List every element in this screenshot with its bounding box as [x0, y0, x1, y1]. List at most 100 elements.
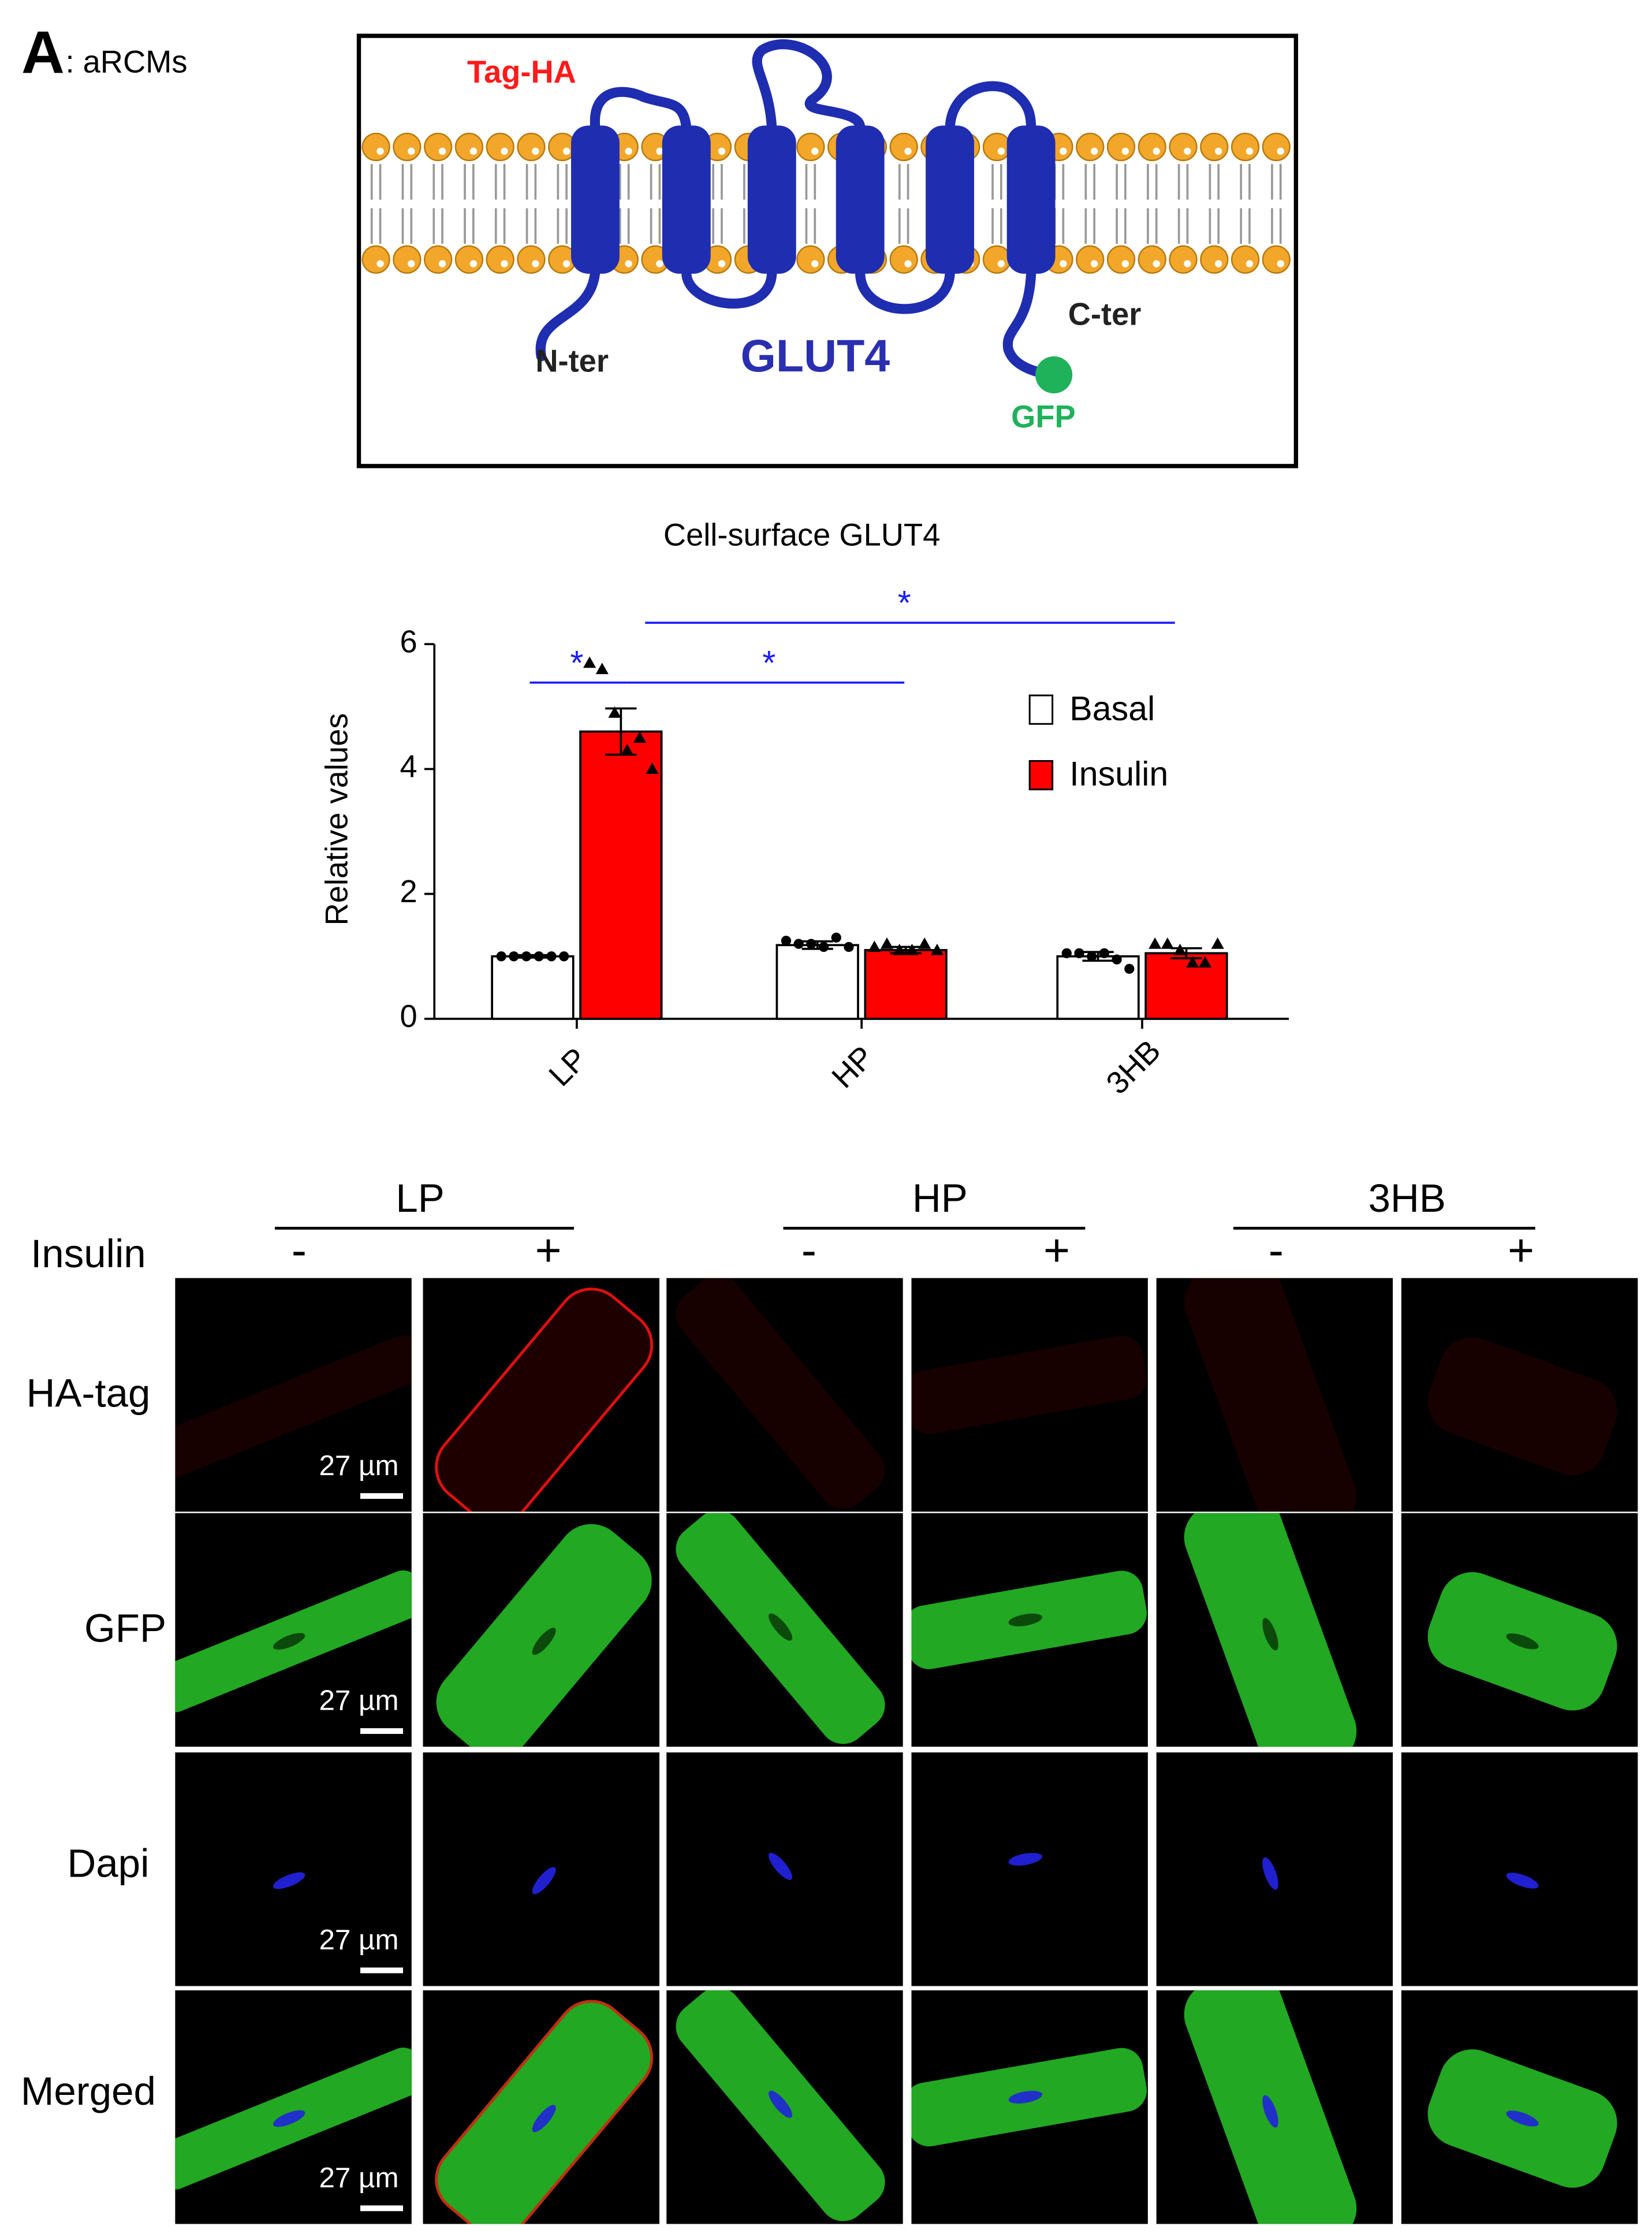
- lipid-highlight: [811, 260, 819, 267]
- panel-letter: A: [21, 18, 65, 85]
- micrograph: [1401, 1278, 1638, 1512]
- lipid-highlight: [1277, 147, 1284, 155]
- insulin-sign: +: [535, 1225, 562, 1276]
- lipid-head: [1169, 245, 1198, 274]
- significance-star: *: [570, 643, 583, 682]
- group-label: HP: [912, 1175, 968, 1220]
- cell: [435, 2000, 654, 2224]
- lipid-tail: [805, 164, 816, 244]
- data-point: [1074, 948, 1084, 958]
- c-ter-label: C-ter: [1068, 297, 1142, 332]
- bar: [491, 955, 575, 1020]
- data-point: [1186, 956, 1199, 968]
- y-tick-label: 0: [400, 999, 417, 1034]
- data-point: [521, 951, 532, 962]
- bar: [579, 730, 663, 1020]
- lipid-head: [1262, 132, 1291, 162]
- lipid-highlight: [438, 260, 446, 267]
- lipid-head: [1138, 132, 1166, 162]
- legend-label: Basal: [1069, 689, 1155, 728]
- data-point: [1211, 937, 1224, 949]
- lipid-highlight: [625, 260, 632, 267]
- lipid-head: [486, 132, 514, 162]
- lipid-highlight: [1215, 147, 1222, 155]
- data-point: [831, 932, 841, 943]
- scale-bar: [360, 1493, 403, 1499]
- data-point: [534, 951, 544, 962]
- data-point: [793, 939, 804, 949]
- lipid-tail: [712, 164, 723, 244]
- error-bar: [1170, 947, 1202, 959]
- x-tick-label: HP: [825, 1040, 881, 1095]
- lipid-highlight: [1153, 260, 1160, 267]
- lipid-highlight: [811, 147, 819, 155]
- lipid-tail: [1271, 164, 1282, 244]
- nucleus: [1506, 1633, 1539, 1650]
- insulin-sign: +: [1508, 1225, 1534, 1276]
- cell: [1506, 1873, 1539, 1889]
- helix: [836, 125, 885, 274]
- lipid-head: [796, 132, 825, 162]
- lipid-highlight: [1215, 260, 1222, 267]
- row-label: HA-tag: [26, 1371, 150, 1416]
- lipid-head: [454, 132, 484, 162]
- data-point: [646, 762, 659, 775]
- cell-body: [1427, 1337, 1617, 1476]
- scale-bar-label: 27 µm: [319, 1685, 399, 1717]
- nucleus: [1008, 1853, 1042, 1866]
- row-header: Insulin: [31, 1231, 146, 1276]
- lipid-head: [423, 132, 453, 162]
- lipid-tail: [898, 164, 909, 244]
- lipid-head: [1230, 132, 1260, 162]
- data-point: [1148, 937, 1162, 949]
- lipid-highlight: [408, 260, 415, 267]
- cell: [1008, 1853, 1042, 1866]
- nucleus: [1262, 2095, 1278, 2128]
- lipid-head: [517, 245, 546, 274]
- lipid-highlight: [501, 260, 508, 267]
- cell: [1262, 1857, 1278, 1890]
- helix: [1006, 125, 1056, 274]
- lipid-highlight: [1184, 260, 1191, 267]
- lipid-highlight: [532, 147, 539, 155]
- lipid-highlight: [1091, 260, 1098, 267]
- nucleus: [273, 2110, 305, 2127]
- lipid-tail: [619, 164, 630, 244]
- data-point: [1173, 943, 1187, 955]
- x-tick-label: LP: [542, 1041, 594, 1093]
- lipid-head: [1262, 245, 1291, 274]
- micrograph: [175, 1278, 412, 1512]
- nucleus: [1008, 2090, 1042, 2104]
- cell: [1184, 1278, 1357, 1512]
- nucleus: [769, 1852, 793, 1880]
- cell: [435, 1287, 654, 1512]
- data-point: [1161, 937, 1174, 949]
- lipid-highlight: [1245, 260, 1254, 267]
- lipid-tail: [401, 164, 413, 244]
- cell: [769, 1852, 793, 1880]
- lipid-head: [889, 245, 918, 274]
- chart: 0 2 4 6 LP HP 3HB * * * Basal Insulin: [400, 583, 1289, 1101]
- lipid-head: [1230, 245, 1260, 274]
- data-point: [509, 951, 519, 962]
- legend-label: Insulin: [1069, 754, 1168, 793]
- row-label: Merged: [21, 2068, 156, 2113]
- lipid-highlight: [408, 147, 415, 155]
- cell: [273, 1872, 305, 1889]
- n-ter-label: N-ter: [535, 344, 609, 379]
- cell: [175, 1335, 412, 1477]
- lipid-tail: [1084, 164, 1096, 244]
- helix: [926, 125, 975, 274]
- data-point: [1124, 963, 1135, 974]
- lipid-highlight: [532, 260, 539, 267]
- cell-body: [435, 1287, 654, 1512]
- nucleus: [1262, 1618, 1278, 1651]
- cell: [532, 1867, 556, 1894]
- data-point: [918, 937, 931, 949]
- cell-body: [1184, 1278, 1357, 1512]
- lipid-tail: [432, 164, 443, 244]
- insulin-sign: -: [292, 1225, 307, 1276]
- data-point: [621, 743, 634, 755]
- lipid-tail: [464, 164, 475, 244]
